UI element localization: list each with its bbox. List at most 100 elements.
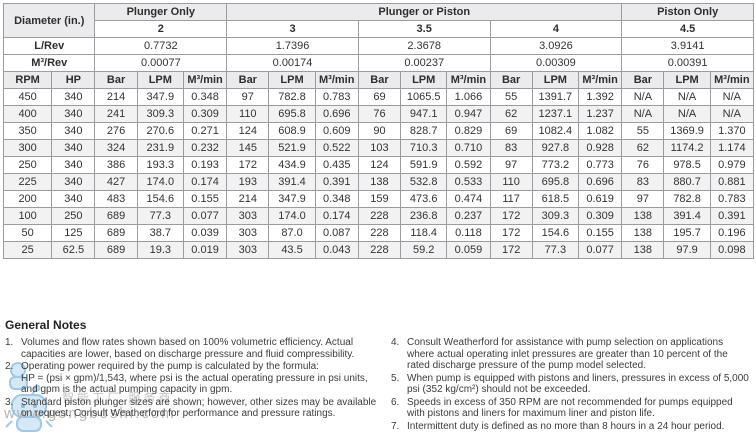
note-text: When pump is equipped with pistons and l… — [407, 372, 752, 396]
table-cell: 1.370 — [709, 122, 755, 140]
table-cell: 231.9 — [136, 139, 184, 157]
table-cell: 0.155 — [577, 224, 623, 242]
table-cell: 228 — [357, 224, 402, 242]
table-cell: 228 — [357, 241, 402, 259]
l-per-rev-value: 3.9141 — [621, 37, 754, 55]
table-cell: 159 — [357, 190, 402, 208]
note-text: Consult Weatherford for assistance with … — [407, 337, 731, 371]
table-cell: 90 — [357, 122, 402, 140]
table-cell: 174.0 — [136, 173, 184, 191]
table-cell: 927.8 — [531, 139, 579, 157]
table-cell: 0.696 — [577, 173, 623, 191]
notes-heading: General Notes — [5, 318, 87, 332]
table-cell: 172 — [489, 224, 533, 242]
table-cell: 77.3 — [531, 241, 579, 259]
table-cell: 340 — [51, 122, 96, 140]
table-cell: 214 — [94, 88, 138, 106]
table-cell: 1065.5 — [400, 88, 448, 106]
table-cell: 0.077 — [577, 241, 623, 259]
col-header-m3min: M³/min — [446, 71, 491, 89]
group-header-plunger-only: Plunger Only — [94, 3, 228, 21]
table-cell: 19.3 — [136, 241, 184, 259]
table-cell: 0.087 — [314, 224, 359, 242]
table-cell: 0.174 — [182, 173, 228, 191]
table-row: 25 62.5 689 19.3 0.019 303 43.5 0.043 228 59.2 0.0… — [2, 241, 755, 259]
table-cell: 300 — [2, 139, 53, 157]
table-cell: 1391.7 — [531, 88, 579, 106]
notes-column-left: 1. Volumes and flow rates shown based on … — [5, 337, 377, 433]
table-cell: N/A — [621, 105, 665, 123]
note-text: Operating power required by the pump is … — [21, 361, 368, 395]
table-cell: 100 — [2, 207, 53, 225]
size-header: 3.5 — [357, 20, 491, 38]
col-header-bar: Bar — [489, 71, 533, 89]
table-cell: 276 — [94, 122, 138, 140]
note-item: 6. Speeds in excess of 350 RPM are not re… — [391, 397, 753, 420]
table-cell: 0.609 — [314, 122, 359, 140]
col-header-bar: Bar — [94, 71, 138, 89]
col-header-lpm: LPM — [268, 71, 316, 89]
l-per-rev-row: L/Rev 0.7732 1.7396 2.3678 3.0926 3.9141 — [2, 37, 754, 55]
l-per-rev-value: 3.0926 — [489, 37, 623, 55]
table-cell: 174.0 — [268, 207, 316, 225]
table-cell: 154.6 — [531, 224, 579, 242]
table-cell: 347.9 — [268, 190, 316, 208]
table-cell: 172 — [489, 207, 533, 225]
table-cell: 62.5 — [51, 241, 96, 259]
table-cell: 77.3 — [136, 207, 184, 225]
table-cell: 83 — [621, 173, 665, 191]
note-number: 2. — [5, 361, 14, 372]
table-cell: 1.392 — [577, 88, 623, 106]
m3-per-rev-value: 0.00174 — [226, 54, 359, 72]
table-cell: 241 — [94, 105, 138, 123]
table-cell: 236.8 — [400, 207, 448, 225]
table-cell: 0.019 — [182, 241, 228, 259]
table-cell: 386 — [94, 156, 138, 174]
l-per-rev-label: L/Rev — [2, 37, 96, 55]
col-header-bar: Bar — [357, 71, 402, 89]
table-row: 400 340 241 309.3 0.309 110 695.8 0.696 76 947.1 0… — [2, 105, 755, 123]
table-cell: 110 — [489, 173, 533, 191]
table-cell: 978.5 — [663, 156, 711, 174]
table-cell: N/A — [621, 88, 665, 106]
table-cell: 340 — [51, 173, 96, 191]
table-cell: 0.309 — [182, 105, 228, 123]
table-cell: 0.783 — [314, 88, 359, 106]
col-header-lpm: LPM — [136, 71, 184, 89]
table-cell: 193.3 — [136, 156, 184, 174]
table-cell: 125 — [51, 224, 96, 242]
table-cell: 138 — [621, 241, 665, 259]
table-cell: 309.3 — [136, 105, 184, 123]
notes-column-right: 4. Consult Weatherford for assistance wit… — [391, 337, 753, 433]
table-cell: 532.8 — [400, 173, 448, 191]
table-cell: 138 — [621, 207, 665, 225]
table-cell: 83 — [489, 139, 533, 157]
table-cell: 0.155 — [182, 190, 228, 208]
table-cell: 62 — [489, 105, 533, 123]
table-cell: 340 — [51, 105, 96, 123]
table-cell: 473.6 — [400, 190, 448, 208]
table-cell: 0.710 — [446, 139, 491, 157]
table-cell: 0.174 — [314, 207, 359, 225]
table-cell: 324 — [94, 139, 138, 157]
col-header-lpm: LPM — [531, 71, 579, 89]
table-cell: 0.043 — [314, 241, 359, 259]
note-item: 2. Operating power required by the pump i… — [5, 361, 377, 396]
table-cell: 214 — [226, 190, 270, 208]
table-cell: 0.348 — [314, 190, 359, 208]
table-row: 300 340 324 231.9 0.232 145 521.9 0.522 103 710.3… — [2, 139, 755, 157]
note-number: 6. — [391, 396, 400, 408]
table-cell: 1174.2 — [663, 139, 711, 157]
table-cell: 695.8 — [531, 173, 579, 191]
table-cell: 0.881 — [709, 173, 755, 191]
table-cell: 76 — [621, 156, 665, 174]
m3-per-rev-value: 0.00309 — [489, 54, 623, 72]
table-cell: 193 — [226, 173, 270, 191]
col-header-hp: HP — [51, 71, 96, 89]
table-cell: 1.174 — [709, 139, 755, 157]
table-cell: 0.619 — [577, 190, 623, 208]
size-header: 2 — [94, 20, 228, 38]
table-cell: 303 — [226, 241, 270, 259]
table-cell: 400 — [2, 105, 53, 123]
table-cell: 69 — [357, 88, 402, 106]
